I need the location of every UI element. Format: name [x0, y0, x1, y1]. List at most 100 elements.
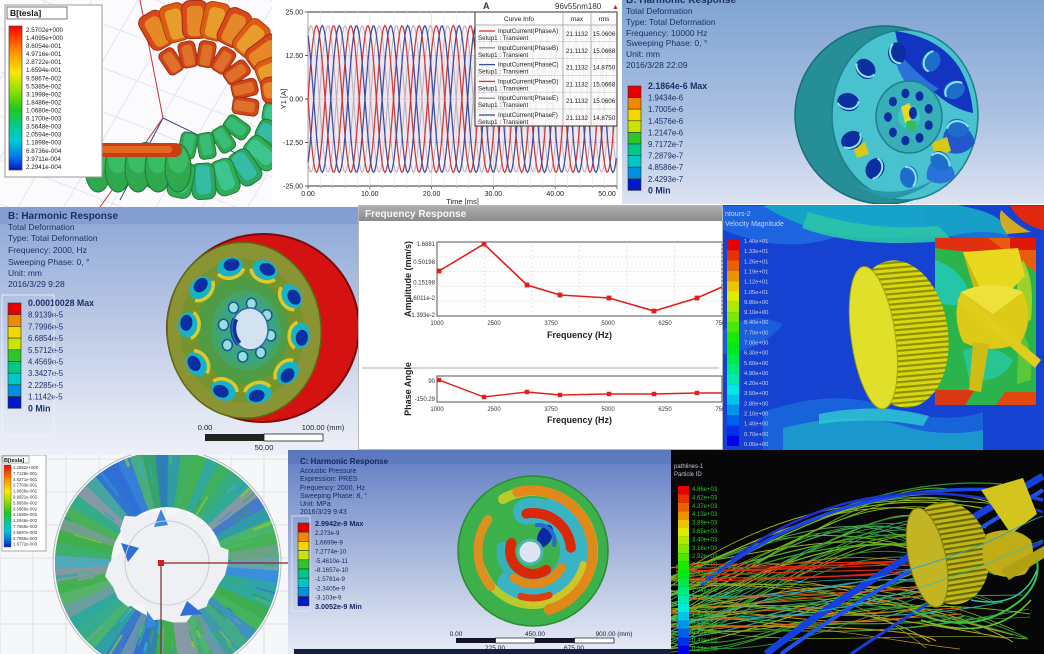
- svg-text:Sweeping Phase: 0, °: Sweeping Phase: 0, °: [626, 38, 707, 48]
- svg-text:InputCurrent(PhaseF): InputCurrent(PhaseF): [498, 112, 558, 119]
- svg-text:Total Deformation: Total Deformation: [8, 222, 75, 232]
- svg-text:2.273e-9: 2.273e-9: [315, 530, 340, 537]
- svg-text:2.5702e+000: 2.5702e+000: [26, 27, 63, 34]
- svg-text:3.40e+03: 3.40e+03: [692, 537, 718, 543]
- svg-text:3.50e+00: 3.50e+00: [744, 391, 768, 397]
- svg-text:1.393e-2: 1.393e-2: [411, 313, 435, 319]
- svg-text:6.30e+00: 6.30e+00: [744, 351, 768, 357]
- svg-text:▲: ▲: [612, 4, 619, 11]
- svg-text:0.00: 0.00: [289, 97, 303, 104]
- svg-text:Frequency Response: Frequency Response: [365, 209, 467, 220]
- svg-text:6.8736e-004: 6.8736e-004: [26, 148, 62, 155]
- svg-text:30.00: 30.00: [485, 191, 503, 198]
- svg-text:14.8750: 14.8750: [593, 65, 616, 72]
- svg-text:0.00010028 Max: 0.00010028 Max: [28, 298, 94, 308]
- svg-text:0.73e+03: 0.73e+03: [692, 630, 718, 636]
- svg-text:1.2852e+000: 1.2852e+000: [13, 465, 39, 470]
- svg-text:6.6854e-5: 6.6854e-5: [28, 334, 64, 343]
- svg-text:4.6271e-001: 4.6271e-001: [13, 477, 38, 482]
- svg-text:7.00e+00: 7.00e+00: [744, 341, 768, 347]
- svg-text:B[tesla]: B[tesla]: [4, 458, 24, 464]
- svg-text:3.0052e-9 Min: 3.0052e-9 Min: [315, 602, 362, 611]
- svg-text:1.2946e-002: 1.2946e-002: [13, 518, 38, 523]
- svg-text:1.40e+00: 1.40e+00: [744, 422, 768, 428]
- svg-text:3.3427e-5: 3.3427e-5: [28, 369, 64, 378]
- svg-text:7.7668e-003: 7.7668e-003: [13, 524, 38, 529]
- svg-text:1.0680e-002: 1.0680e-002: [26, 108, 62, 115]
- svg-text:15.0606: 15.0606: [593, 98, 616, 105]
- svg-text:B: Harmonic Response: B: Harmonic Response: [626, 0, 736, 6]
- svg-text:-5.4610e-11: -5.4610e-11: [315, 558, 348, 565]
- svg-text:1.9434e-6: 1.9434e-6: [648, 94, 683, 103]
- svg-text:0.70e+00: 0.70e+00: [744, 432, 768, 438]
- svg-text:4.20e+00: 4.20e+00: [744, 381, 768, 387]
- svg-text:9.10e+00: 9.10e+00: [744, 310, 768, 316]
- svg-text:2.7956e-003: 2.7956e-003: [13, 536, 38, 541]
- svg-text:21.1132: 21.1132: [566, 48, 588, 55]
- svg-text:InputCurrent(PhaseA): InputCurrent(PhaseA): [498, 28, 558, 35]
- svg-text:3.5969e-002: 3.5969e-002: [13, 506, 38, 511]
- svg-text:3750: 3750: [544, 321, 558, 327]
- svg-text:5000: 5000: [601, 407, 615, 413]
- svg-text:3750: 3750: [544, 407, 558, 413]
- svg-text:9.9921e-002: 9.9921e-002: [13, 495, 38, 500]
- svg-text:7.7128e-001: 7.7128e-001: [13, 471, 38, 476]
- svg-text:pathlines-1: pathlines-1: [674, 464, 704, 470]
- svg-text:2.67e+03: 2.67e+03: [692, 563, 718, 569]
- svg-text:7.2774e-10: 7.2774e-10: [315, 549, 347, 556]
- svg-text:15.0606: 15.0606: [593, 31, 616, 38]
- svg-text:Type: Total Deformation: Type: Total Deformation: [626, 17, 716, 27]
- svg-text:-12.50: -12.50: [283, 140, 303, 147]
- svg-text:Frequency: 2000, Hz: Frequency: 2000, Hz: [8, 245, 87, 255]
- svg-text:5000: 5000: [601, 321, 615, 327]
- svg-text:2.2941e-004: 2.2941e-004: [26, 164, 62, 171]
- svg-text:1000: 1000: [430, 407, 444, 413]
- svg-text:225.00: 225.00: [485, 645, 505, 652]
- svg-text:1.6772e-003: 1.6772e-003: [13, 542, 38, 547]
- svg-text:15.0668: 15.0668: [593, 48, 616, 55]
- svg-text:4.62e+03: 4.62e+03: [692, 495, 718, 501]
- svg-text:15.0668: 15.0668: [593, 81, 616, 88]
- svg-text:max: max: [571, 16, 584, 23]
- svg-text:1.8486e-002: 1.8486e-002: [26, 100, 62, 107]
- svg-text:2.9942e-9 Max: 2.9942e-9 Max: [315, 519, 363, 528]
- svg-text:Unit: MPa: Unit: MPa: [300, 501, 331, 508]
- svg-text:8.40e+00: 8.40e+00: [744, 320, 768, 326]
- svg-text:9.5867e-002: 9.5867e-002: [26, 75, 62, 82]
- svg-text:21.1132: 21.1132: [566, 81, 588, 88]
- svg-text:InputCurrent(PhaseC): InputCurrent(PhaseC): [498, 62, 559, 69]
- svg-text:Unit: mm: Unit: mm: [8, 268, 42, 278]
- svg-text:2.0594e-003: 2.0594e-003: [26, 132, 62, 139]
- svg-text:Velocity Magnitude: Velocity Magnitude: [725, 221, 784, 228]
- svg-text:1.2147e-6: 1.2147e-6: [648, 128, 683, 137]
- svg-text:Time [ms]: Time [ms]: [446, 197, 479, 206]
- svg-text:0.24e+03: 0.24e+03: [692, 647, 718, 653]
- svg-text:40.00: 40.00: [546, 191, 564, 198]
- svg-text:7500: 7500: [715, 321, 723, 327]
- svg-text:Setup1 : Transient: Setup1 : Transient: [478, 102, 528, 109]
- svg-text:6250: 6250: [658, 407, 672, 413]
- svg-text:rms: rms: [599, 16, 611, 23]
- svg-text:Setup1 : Transient: Setup1 : Transient: [478, 69, 528, 76]
- svg-text:21.1132: 21.1132: [566, 31, 588, 38]
- svg-text:4.8586e-7: 4.8586e-7: [648, 163, 683, 172]
- svg-text:10.00: 10.00: [361, 191, 379, 198]
- svg-text:7.7996e-5: 7.7996e-5: [28, 322, 64, 331]
- svg-text:9.80e+00: 9.80e+00: [744, 300, 768, 306]
- svg-text:4.6597e-003: 4.6597e-003: [13, 530, 38, 535]
- svg-text:2.19e+03: 2.19e+03: [692, 579, 718, 585]
- svg-text:5.60e+00: 5.60e+00: [744, 361, 768, 367]
- svg-text:0.00: 0.00: [198, 423, 213, 432]
- svg-text:90: 90: [428, 379, 435, 385]
- svg-text:InputCurrent(PhaseB): InputCurrent(PhaseB): [498, 45, 558, 52]
- svg-text:2500: 2500: [487, 321, 501, 327]
- svg-text:1.6699e-9: 1.6699e-9: [315, 539, 343, 546]
- svg-text:InputCurrent(PhaseD): InputCurrent(PhaseD): [498, 78, 559, 85]
- svg-text:Frequency (Hz): Frequency (Hz): [547, 415, 612, 425]
- svg-text:Frequency: 10000 Hz: Frequency: 10000 Hz: [626, 28, 707, 38]
- svg-text:1.6881: 1.6881: [417, 242, 436, 248]
- svg-text:1.33e+01: 1.33e+01: [744, 249, 768, 255]
- svg-text:Acoustic Pressure: Acoustic Pressure: [300, 468, 357, 475]
- svg-text:2.4293e-7: 2.4293e-7: [648, 175, 683, 184]
- svg-text:1.12e+01: 1.12e+01: [744, 280, 768, 286]
